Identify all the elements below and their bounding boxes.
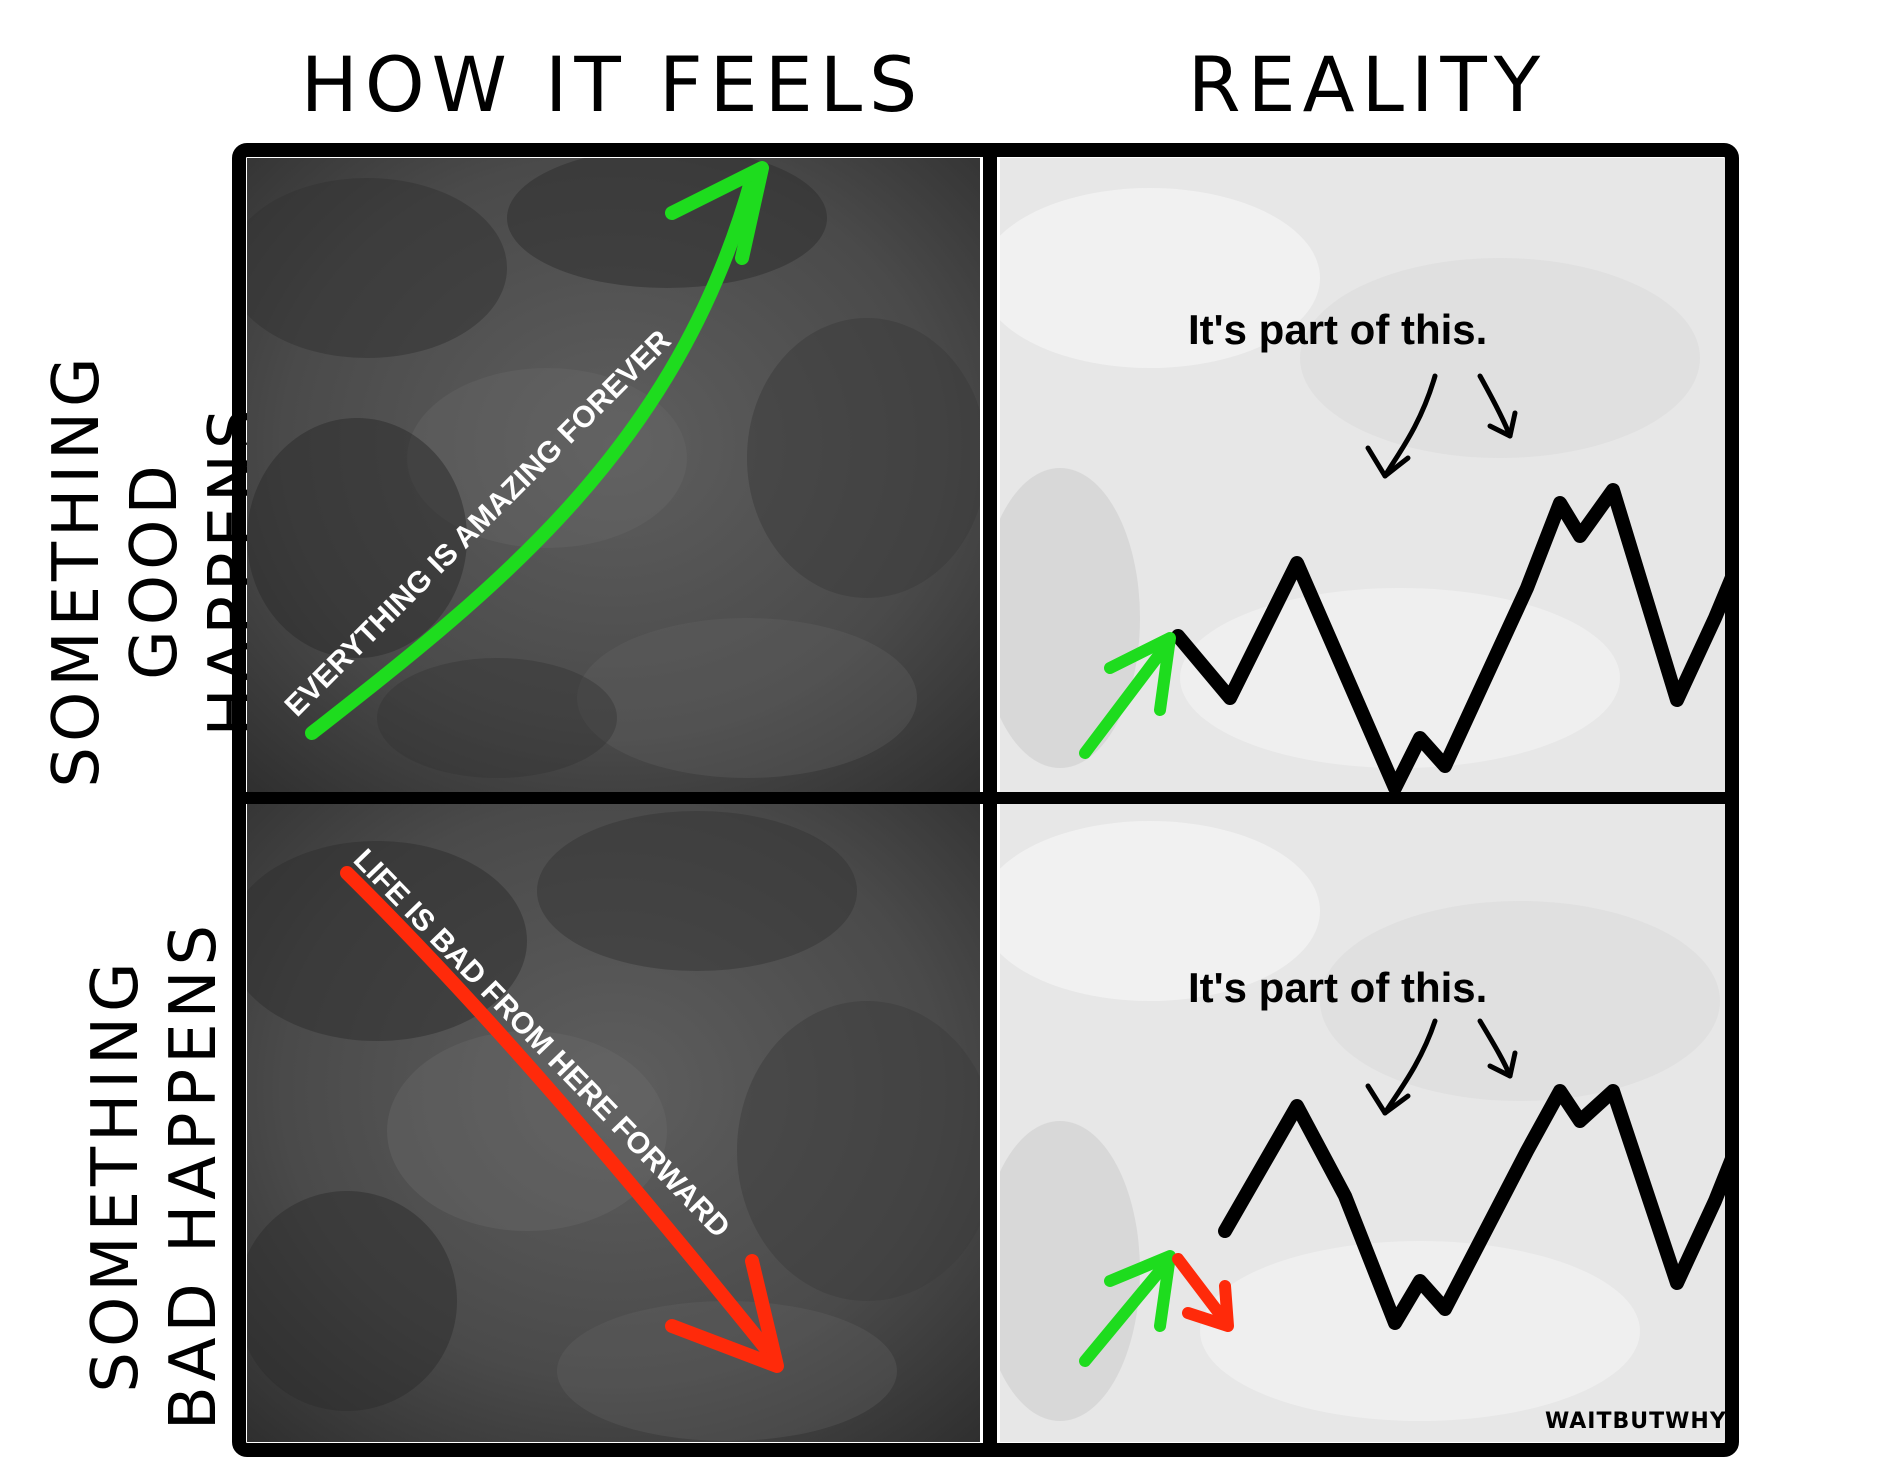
column-header-reality: REALITY [1187, 40, 1548, 129]
reality-good-line [1171, 483, 1725, 794]
comic-grid: EVERYTHING IS AMAZING FOREVER [232, 143, 1740, 1457]
caption-arrow-left [1382, 1018, 1438, 1116]
row-label-bad: SOMETHING BAD HAPPENS [77, 895, 233, 1455]
reality-bad-chart [1079, 1018, 1725, 1367]
row-label-bad-line2: BAD HAPPENS [157, 919, 231, 1431]
good-arrow-label: EVERYTHING IS AMAZING FOREVER [279, 324, 678, 723]
caption-arrow-left [1382, 373, 1438, 479]
panel-reality-good [1000, 158, 1725, 794]
row-label-good-line1: SOMETHING [40, 352, 114, 788]
reality-bad-line [1218, 1084, 1725, 1330]
column-header-how-it-feels: HOW IT FEELS [300, 40, 925, 129]
row-label-bad-line1: SOMETHING [79, 957, 153, 1393]
panel-reality-bad [1000, 801, 1725, 1442]
good-arrow-head [665, 161, 769, 265]
reality-caption-top: It's part of this. [1188, 306, 1488, 353]
bad-arrow-shaft [340, 866, 779, 1363]
bad-arrow-label: LIFE IS BAD FROM HERE FORWARD [347, 843, 736, 1244]
reality-good-chart [1079, 373, 1725, 794]
good-arrow: EVERYTHING IS AMAZING FOREVER [279, 161, 769, 740]
bad-arrow: LIFE IS BAD FROM HERE FORWARD [340, 843, 784, 1373]
panel-feels-bad: LIFE IS BAD FROM HERE FORWARD [247, 801, 980, 1442]
reality-caption-bottom: It's part of this. [1188, 964, 1488, 1011]
waitbutwhy-signature: WAITBUTWHY [1545, 1409, 1727, 1434]
panel-feels-good: EVERYTHING IS AMAZING FOREVER [247, 158, 980, 794]
